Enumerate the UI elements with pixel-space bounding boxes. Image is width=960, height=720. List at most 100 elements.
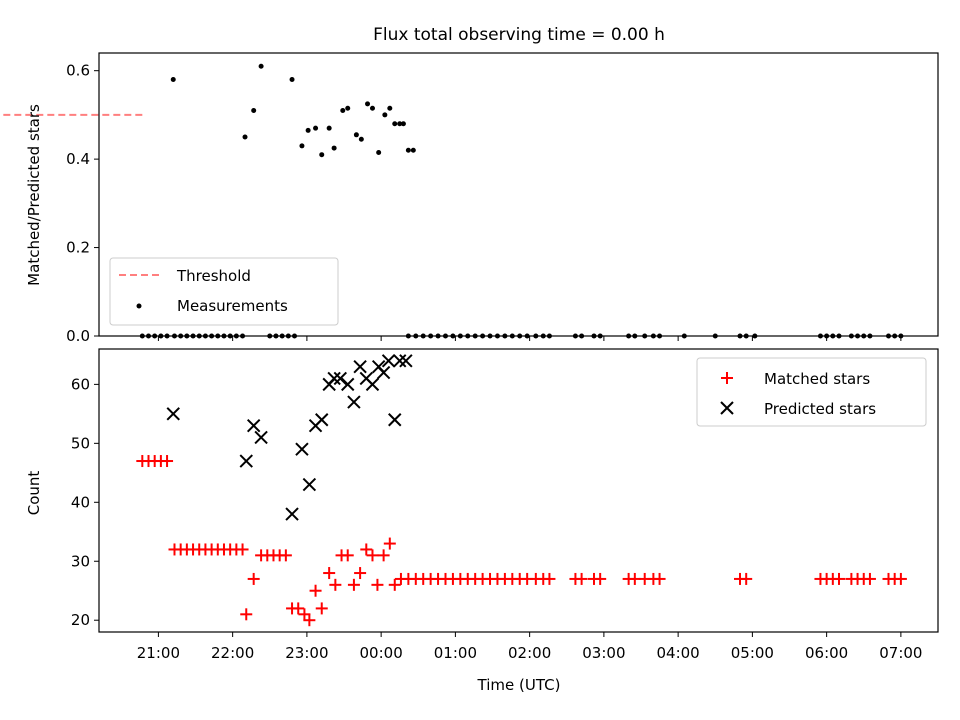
top-y-axis-label: Matched/Predicted stars <box>25 104 43 286</box>
bottom-x-tick-label: 00:00 <box>360 644 403 662</box>
matched-star-point <box>303 614 316 627</box>
legend-matched-swatch <box>721 372 733 384</box>
predicted-x-b <box>285 507 299 521</box>
measurement-point <box>369 105 375 111</box>
predicted-star-point <box>239 454 253 468</box>
predicted-star-point <box>353 359 367 374</box>
bottom-x-tick-label: 02:00 <box>508 644 551 662</box>
matched-star-point <box>292 602 305 615</box>
bottom-y-tick-label: 40 <box>71 493 90 511</box>
matched-star-point <box>240 608 253 621</box>
bottom-x-tick-label: 04:00 <box>657 644 700 662</box>
matched-star-point <box>833 572 846 585</box>
predicted-x-b <box>359 371 373 386</box>
top-x-axis-ticks <box>157 336 902 341</box>
predicted-star-point <box>399 354 413 368</box>
bottom-plot-marks <box>136 354 907 627</box>
measurement-point <box>299 143 305 149</box>
measurement-point <box>319 152 325 158</box>
matched-star-point <box>309 584 322 597</box>
matched-star-point <box>383 537 396 550</box>
matched-star-point <box>347 578 360 591</box>
legend-threshold-label: Threshold <box>176 267 251 285</box>
predicted-star-point <box>302 477 317 492</box>
measurement-point <box>242 134 248 140</box>
matched-star-point <box>371 578 384 591</box>
bottom-y-tick-label: 20 <box>71 611 90 629</box>
predicted-x-b <box>254 430 268 445</box>
matched-star-point <box>329 578 342 591</box>
matched-star-point <box>360 543 373 556</box>
measurement-point <box>400 121 406 127</box>
predicted-x-b <box>341 377 355 392</box>
predicted-x-b <box>239 454 253 468</box>
matched-star-point <box>279 549 292 562</box>
predicted-star-point <box>327 371 341 386</box>
predicted-star-point <box>365 377 380 392</box>
matched-star-point <box>161 455 174 468</box>
measurement-point <box>382 112 388 118</box>
predicted-star-point <box>347 395 361 409</box>
measurement-point <box>305 127 311 133</box>
predicted-x-b <box>399 354 413 368</box>
matched-star-point <box>863 572 876 585</box>
predicted-x-b <box>295 442 309 456</box>
top-legend-box <box>109 257 339 326</box>
predicted-x-b <box>376 365 391 380</box>
predicted-star-point <box>392 354 407 368</box>
matched-star-point <box>236 543 249 556</box>
matched-star-point <box>354 567 367 580</box>
top-panel: 0.0 0.2 0.4 0.6 Matched/Predicted stars Thr… <box>0 52 939 345</box>
legend-measurements-label: Measurements <box>177 297 288 315</box>
bottom-y-tick-label: 60 <box>71 375 90 393</box>
predicted-star-point <box>254 430 268 445</box>
predicted-star-point <box>285 507 299 521</box>
matched-star-point <box>323 567 336 580</box>
measurement-point <box>313 125 319 131</box>
predicted-x-b <box>246 418 261 433</box>
bottom-x-axis: 21:00 22:00 23:00 00:00 01:00 02:00 03:00 04:00… <box>137 632 922 662</box>
predicted-x-b <box>166 407 180 421</box>
top-legend: Threshold Measurements <box>109 257 339 326</box>
predicted-star-point <box>246 418 261 433</box>
matched-star-point <box>341 549 354 562</box>
predicted-x-b <box>353 359 367 374</box>
top-axes-frame <box>98 52 939 337</box>
bottom-x-tick-label: 07:00 <box>879 644 922 662</box>
matched-star-point <box>594 572 607 585</box>
predicted-x-b <box>302 477 317 492</box>
legend-predicted-swatch <box>720 401 734 415</box>
matched-star-point <box>575 572 588 585</box>
predicted-star-point <box>376 365 391 380</box>
predicted-star-point <box>341 377 355 392</box>
bottom-x-tick-label: 06:00 <box>805 644 848 662</box>
bottom-y-tick-label: 30 <box>71 552 90 570</box>
predicted-star-point <box>315 413 329 427</box>
bottom-x-axis-label: Time (UTC) <box>477 676 561 694</box>
top-y-tick-label: 0.4 <box>66 150 90 168</box>
bottom-y-tick-label: 50 <box>71 434 90 452</box>
bottom-legend-box <box>696 357 927 427</box>
predicted-star-point <box>388 413 402 427</box>
measurement-point <box>251 107 257 113</box>
matched-star-point <box>894 572 907 585</box>
measurement-point <box>405 147 411 153</box>
top-y-axis: 0.0 0.2 0.4 0.6 <box>66 62 99 345</box>
measurement-point <box>358 136 364 142</box>
bottom-y-axis: 20 30 40 50 60 <box>71 375 99 629</box>
bottom-x-tick-label: 01:00 <box>434 644 477 662</box>
top-y-tick-label: 0.2 <box>66 239 90 257</box>
predicted-x-b <box>347 395 361 409</box>
matched-star-point <box>366 549 379 562</box>
legend-measurements-swatch <box>136 303 142 309</box>
measurement-point <box>353 132 359 138</box>
measurement-point <box>392 121 398 127</box>
measurement-point <box>258 63 264 69</box>
bottom-x-tick-label: 23:00 <box>285 644 328 662</box>
measurement-point <box>289 77 295 83</box>
predicted-star-point <box>333 371 348 386</box>
measurement-point <box>387 105 393 111</box>
predicted-x-b <box>315 413 329 427</box>
measurement-point <box>326 125 332 131</box>
